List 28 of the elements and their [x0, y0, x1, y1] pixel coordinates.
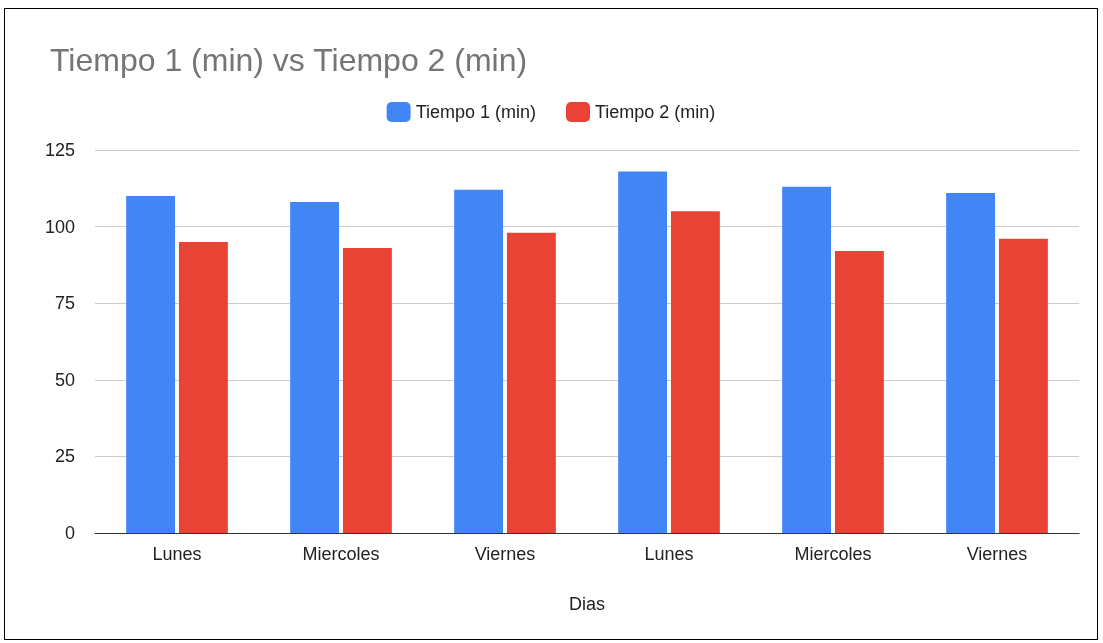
- bar: [506, 232, 556, 533]
- bar: [618, 171, 668, 533]
- x-tick-label: Lunes: [644, 544, 694, 564]
- legend-label: Tiempo 2 (min): [595, 102, 716, 122]
- bar: [290, 202, 340, 533]
- bar: [126, 195, 176, 533]
- y-tick-label: 50: [54, 369, 75, 390]
- x-tick-label: Viernes: [966, 544, 1028, 564]
- y-tick-label: 75: [54, 293, 75, 314]
- x-tick-label: Miercoles: [794, 544, 872, 564]
- x-tick-label: Miercoles: [302, 544, 380, 564]
- legend-label: Tiempo 1 (min): [415, 102, 536, 122]
- bar: [782, 186, 832, 533]
- bar: [998, 238, 1048, 533]
- bar: [670, 211, 720, 533]
- bar: [834, 251, 884, 533]
- chart-title: Tiempo 1 (min) vs Tiempo 2 (min): [50, 42, 528, 78]
- x-tick-label: Lunes: [152, 544, 202, 564]
- y-tick-label: 0: [64, 523, 75, 543]
- x-tick-label: Viernes: [474, 544, 536, 564]
- y-tick-label: 125: [44, 140, 75, 160]
- y-tick-label: 25: [54, 446, 75, 467]
- bar: [946, 192, 996, 533]
- bar: [454, 189, 504, 533]
- y-tick-label: 100: [44, 216, 75, 237]
- bar: [342, 248, 392, 533]
- bar: [178, 241, 228, 533]
- x-axis-title: Dias: [568, 594, 606, 614]
